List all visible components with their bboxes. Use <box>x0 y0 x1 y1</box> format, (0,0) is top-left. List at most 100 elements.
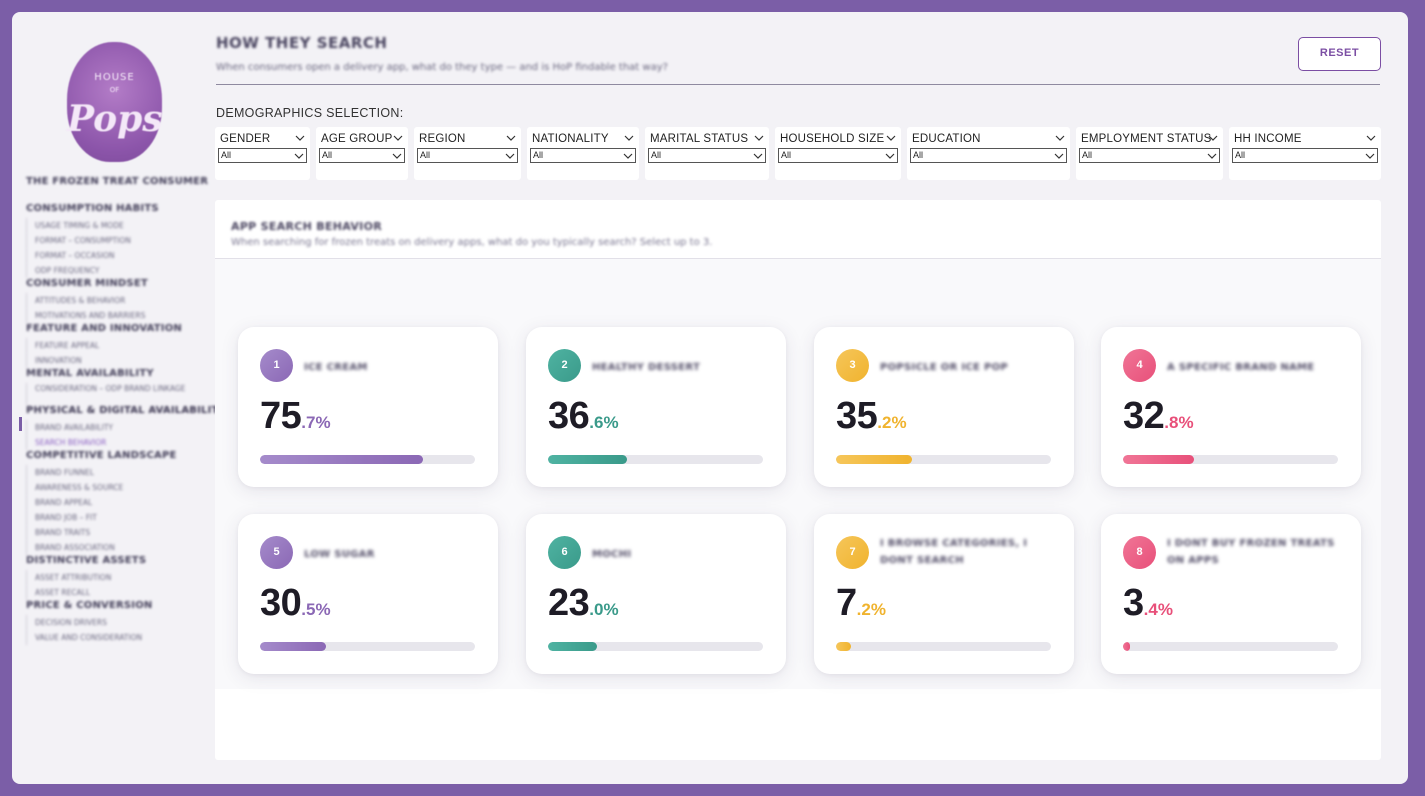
filter-value: All <box>533 150 544 160</box>
card-value: 3.4% <box>1123 582 1173 625</box>
value-decimal: .7% <box>301 413 331 432</box>
progress-fill <box>260 455 423 464</box>
header-divider <box>216 84 1380 85</box>
nav-item[interactable]: BRAND ASSOCIATION <box>26 540 216 555</box>
nav-top-title: THE FROZEN TREAT CONSUMER <box>26 176 209 187</box>
progress-track <box>1123 455 1338 464</box>
nav-item[interactable]: CONSIDERATION – ODP BRAND LINKAGE <box>26 383 216 405</box>
value-decimal: .5% <box>301 600 331 619</box>
panel-title: APP SEARCH BEHAVIOR <box>231 220 382 233</box>
chevron-down-icon[interactable] <box>294 131 306 143</box>
card-label: I BROWSE CATEGORIES, I DONT SEARCH <box>880 538 1028 566</box>
progress-track <box>1123 642 1338 651</box>
card-value: 7.2% <box>836 582 886 625</box>
app-search-panel: APP SEARCH BEHAVIOR When searching for f… <box>215 200 1381 760</box>
house-of-pops-logo: HOUSE OF Pops <box>67 42 163 162</box>
nav-item[interactable]: VALUE AND CONSIDERATION <box>26 630 216 645</box>
nav-section-title[interactable]: PRICE & CONVERSION <box>26 600 153 611</box>
nav-item[interactable]: SEARCH BEHAVIOR <box>26 435 216 450</box>
filter-age-group: AGE GROUP All <box>316 127 408 180</box>
filter-select[interactable]: All <box>778 148 898 163</box>
nav-item[interactable]: ODP FREQUENCY <box>26 263 216 278</box>
chevron-down-icon[interactable] <box>1054 131 1066 143</box>
rank-number: 5 <box>273 546 280 558</box>
panel-subtitle: When searching for frozen treats on deli… <box>231 237 713 248</box>
nav-section-title[interactable]: COMPETITIVE LANDSCAPE <box>26 450 177 461</box>
filter-select[interactable]: All <box>218 148 307 163</box>
nav-item[interactable]: BRAND AVAILABILITY <box>26 420 216 435</box>
progress-fill <box>1123 455 1194 464</box>
filter-select[interactable]: All <box>910 148 1067 163</box>
rank-badge: 7 <box>836 536 869 569</box>
nav-item[interactable]: BRAND JOB – FIT <box>26 510 216 525</box>
nav-section-title[interactable]: FEATURE AND INNOVATION <box>26 323 182 334</box>
nav-item[interactable]: BRAND APPEAL <box>26 495 216 510</box>
card-label: HEALTHY DESSERT <box>592 362 701 373</box>
nav-section-title[interactable]: MENTAL AVAILABILITY <box>26 368 154 379</box>
card-label: LOW SUGAR <box>304 549 375 560</box>
nav-item[interactable]: ATTITUDES & BEHAVIOR <box>26 293 216 308</box>
nav-section-title[interactable]: CONSUMPTION HABITS <box>26 203 159 214</box>
chevron-down-icon <box>1054 153 1064 159</box>
nav-section-title[interactable]: PHYSICAL & DIGITAL AVAILABILITY <box>26 405 226 416</box>
sidebar-nav: THE FROZEN TREAT CONSUMER CONSUMPTION HA… <box>26 176 226 645</box>
filter-title: EMPLOYMENT STATUS <box>1081 133 1212 145</box>
chevron-down-icon[interactable] <box>505 131 517 143</box>
nav-item[interactable]: USAGE TIMING & MODE <box>26 218 216 233</box>
nav-item[interactable]: AWARENESS & SOURCE <box>26 480 216 495</box>
nav-item[interactable]: FORMAT – OCCASION <box>26 248 216 263</box>
active-section-marker <box>19 417 22 431</box>
filter-value: All <box>913 150 924 160</box>
nav-item[interactable]: INNOVATION <box>26 353 216 368</box>
value-decimal: .2% <box>877 413 907 432</box>
value-decimal: .0% <box>589 600 619 619</box>
nav-item[interactable]: DECISION DRIVERS <box>26 615 216 630</box>
card-value: 75.7% <box>260 395 331 438</box>
page-title: HOW THEY SEARCH <box>216 34 388 52</box>
rank-number: 6 <box>561 546 568 558</box>
filter-title: NATIONALITY <box>532 133 609 145</box>
nav-item[interactable]: BRAND FUNNEL <box>26 465 216 480</box>
card-value: 30.5% <box>260 582 331 625</box>
card-label: POPSICLE OR ICE POP <box>880 362 1009 373</box>
progress-track <box>836 455 1051 464</box>
filter-select[interactable]: All <box>1232 148 1378 163</box>
value-integer: 35 <box>836 395 878 437</box>
sidebar: HOUSE OF Pops THE FROZEN TREAT CONSUMER … <box>12 12 226 784</box>
nav-item[interactable]: MOTIVATIONS AND BARRIERS <box>26 308 216 323</box>
progress-fill <box>548 642 598 651</box>
chevron-down-icon <box>1365 153 1375 159</box>
chevron-down-icon[interactable] <box>885 131 897 143</box>
filter-select[interactable]: All <box>530 148 636 163</box>
chevron-down-icon[interactable] <box>1207 131 1219 143</box>
chevron-down-icon <box>753 153 763 159</box>
search-term-card: 8 I DONT BUY FROZEN TREATS ON APPS 3.4% <box>1101 514 1361 674</box>
filter-title: EDUCATION <box>912 133 981 145</box>
chevron-down-icon[interactable] <box>1365 131 1377 143</box>
filter-select[interactable]: All <box>319 148 405 163</box>
reset-button[interactable]: RESET <box>1298 37 1381 71</box>
filter-select[interactable]: All <box>1079 148 1220 163</box>
nav-section-title[interactable]: DISTINCTIVE ASSETS <box>26 555 147 566</box>
chevron-down-icon[interactable] <box>392 131 404 143</box>
nav-item[interactable]: FEATURE APPEAL <box>26 338 216 353</box>
progress-track <box>260 642 475 651</box>
value-decimal: .4% <box>1143 600 1173 619</box>
progress-fill <box>260 642 326 651</box>
value-integer: 75 <box>260 395 302 437</box>
nav-item[interactable]: BRAND TRAITS <box>26 525 216 540</box>
filter-value: All <box>420 150 431 160</box>
nav-item[interactable]: ASSET ATTRIBUTION <box>26 570 216 585</box>
value-integer: 36 <box>548 395 590 437</box>
value-integer: 23 <box>548 582 590 624</box>
nav-section-title[interactable]: CONSUMER MINDSET <box>26 278 148 289</box>
progress-fill <box>1123 642 1131 651</box>
filter-select[interactable]: All <box>648 148 766 163</box>
chevron-down-icon[interactable] <box>623 131 635 143</box>
chevron-down-icon <box>505 153 515 159</box>
nav-item[interactable]: FORMAT – CONSUMPTION <box>26 233 216 248</box>
nav-item[interactable]: ASSET RECALL <box>26 585 216 600</box>
logo-line-1: HOUSE <box>94 72 135 83</box>
chevron-down-icon[interactable] <box>753 131 765 143</box>
filter-select[interactable]: All <box>417 148 518 163</box>
